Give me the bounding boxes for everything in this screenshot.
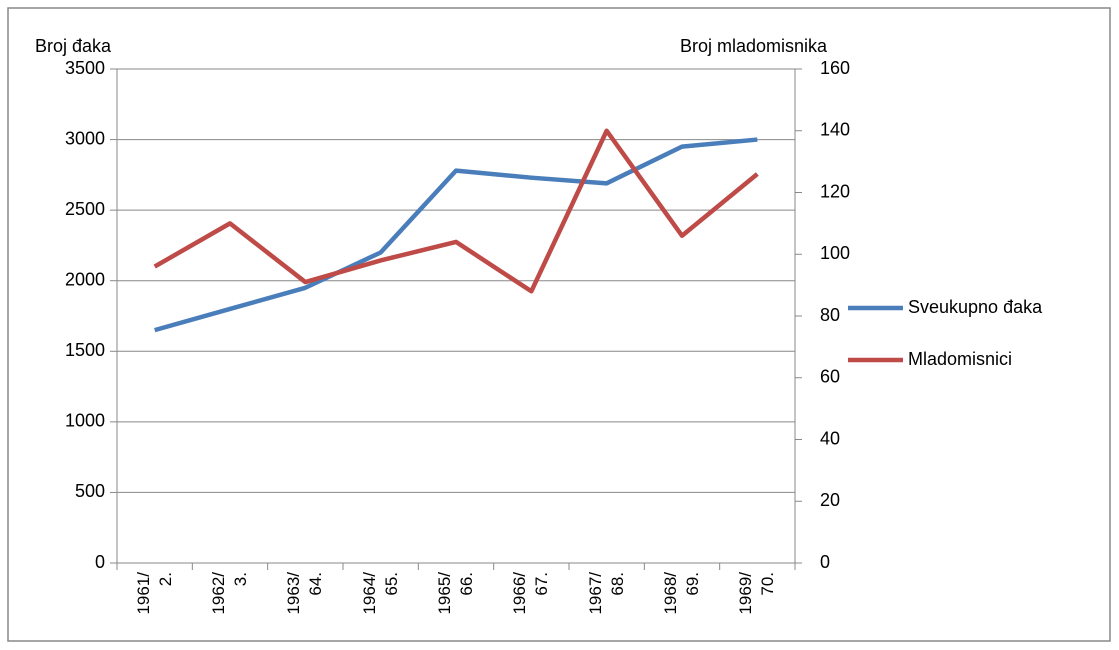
x-tick-label: 1966/ 67. [510,572,552,615]
chart-border [7,7,1111,642]
y2-axis-title: Broj mladomisnika [680,36,828,56]
y2-tick-label: 0 [820,552,830,572]
y-tick-label: 3000 [65,128,105,148]
y2-tick-label: 120 [820,181,850,201]
y2-tick-label: 140 [820,120,850,140]
y-tick-label: 2000 [65,269,105,289]
y-tick-label: 500 [75,481,105,501]
x-tick-label: 1961/ 2. [133,572,175,615]
y-tick-label: 1000 [65,411,105,431]
x-tick-label: 1967/ 68. [585,572,627,615]
y2-tick-label: 60 [820,367,840,387]
y2-tick-label: 160 [820,58,850,78]
x-tick-label: 1963/ 64. [284,572,326,615]
legend-label: Sveukupno đaka [908,297,1043,317]
x-tick-label: 1968/ 69. [661,572,702,615]
x-tick-label: 1964/ 65. [359,572,401,615]
y-tick-label: 3500 [65,58,105,78]
y2-tick-label: 80 [820,305,840,325]
y2-tick-label: 100 [820,243,850,263]
y-axis-title: Broj đaka [35,36,112,56]
x-tick-label: 1962/ 3. [209,572,250,615]
y2-tick-label: 40 [820,428,840,448]
y2-tick-label: 20 [820,490,840,510]
y-tick-label: 1500 [65,340,105,360]
series-line [153,128,759,294]
x-tick-label: 1969/ 70. [736,572,778,615]
legend-label: Mladomisnici [908,349,1012,369]
y-tick-label: 0 [95,552,105,572]
x-tick-label: 1965/ 66. [435,572,476,615]
y-tick-label: 2500 [65,199,105,219]
series-line [154,137,758,333]
